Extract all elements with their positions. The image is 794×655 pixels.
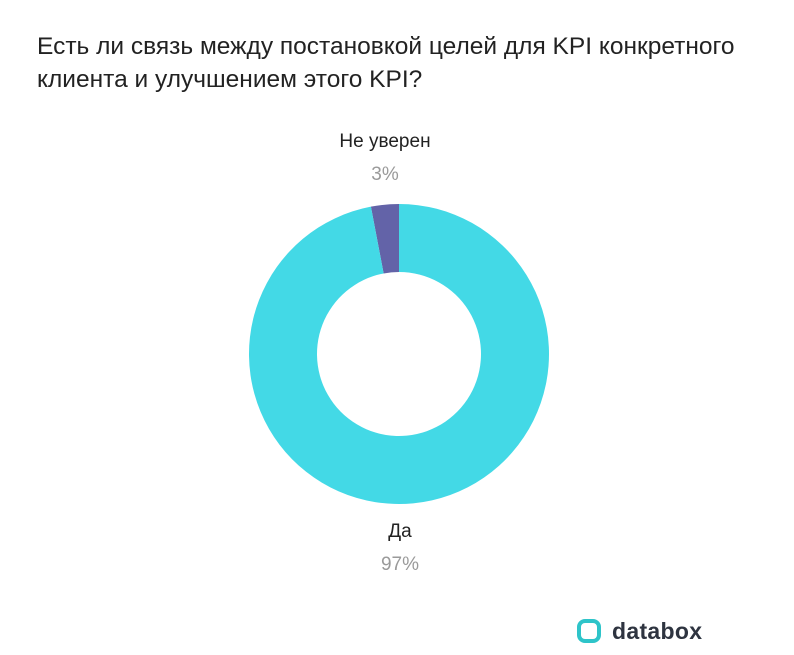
slice-label-unsure: Не уверен [339,131,431,152]
slice-value-yes: 97% [380,554,420,575]
donut-slice-unsure [370,204,399,274]
brand-name: databox [612,617,703,644]
brand-logo: databox [576,616,702,646]
slice-label-yes: Да [388,521,412,542]
databox-logo-icon [577,619,601,643]
donut-slice-yes [248,204,549,504]
chart-title: Есть ли связь между постановкой целей дл… [37,33,735,93]
slice-value-unsure: 3% [371,164,399,185]
